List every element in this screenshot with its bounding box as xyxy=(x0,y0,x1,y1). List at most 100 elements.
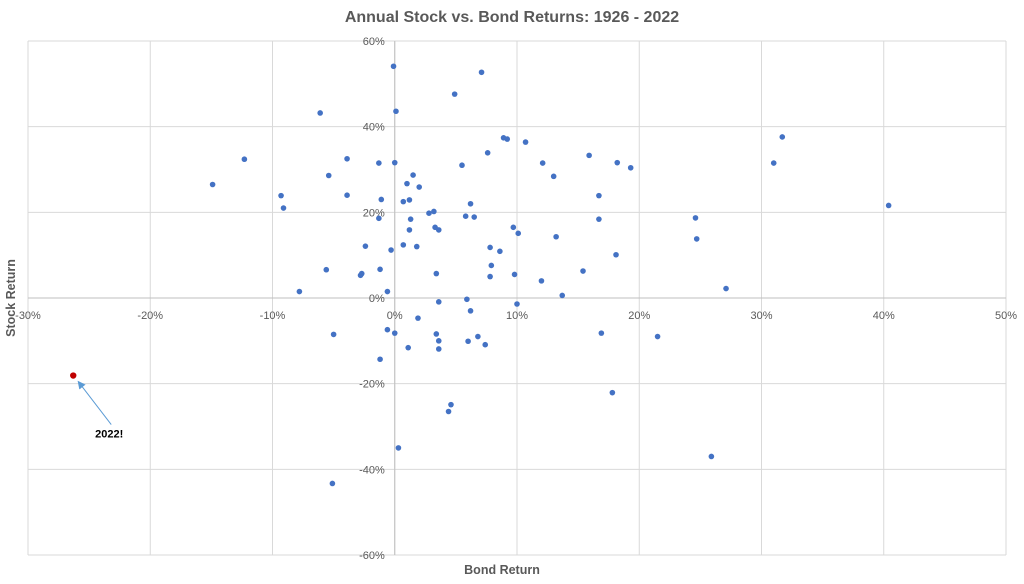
data-point xyxy=(779,134,786,140)
x-tick-label: 0% xyxy=(387,310,403,322)
data-point xyxy=(241,156,248,163)
axes xyxy=(28,41,1006,555)
data-point xyxy=(515,230,522,237)
data-point xyxy=(478,69,485,76)
data-point xyxy=(475,333,481,340)
data-point xyxy=(435,227,442,233)
data-point xyxy=(415,315,421,321)
data-point xyxy=(451,91,458,97)
data-point xyxy=(510,224,517,231)
data-point xyxy=(377,266,383,273)
data-point xyxy=(553,233,559,240)
data-point xyxy=(323,266,330,273)
data-point xyxy=(514,301,520,307)
x-tick-label: 20% xyxy=(628,310,650,322)
data-point xyxy=(627,164,634,171)
data-point xyxy=(692,215,699,221)
data-point xyxy=(377,356,383,363)
y-tick-label: -60% xyxy=(359,550,385,562)
data-point xyxy=(462,213,469,219)
data-point xyxy=(393,108,399,115)
data-point xyxy=(395,445,402,451)
data-point xyxy=(378,196,385,203)
data-point xyxy=(596,192,602,199)
data-point xyxy=(280,205,287,211)
data-point xyxy=(723,285,729,292)
x-tick-label: 50% xyxy=(995,310,1017,322)
chart-title: Annual Stock vs. Bond Returns: 1926 - 20… xyxy=(345,9,679,26)
data-point xyxy=(550,173,557,180)
data-point xyxy=(426,210,432,216)
data-point xyxy=(410,172,416,178)
data-point xyxy=(770,160,777,166)
data-point xyxy=(329,480,336,487)
data-point xyxy=(404,180,410,187)
data-point xyxy=(413,243,420,250)
data-point xyxy=(586,152,592,159)
x-tick-label: -30% xyxy=(15,310,41,322)
data-point xyxy=(435,299,442,305)
data-point xyxy=(435,346,442,352)
data-point xyxy=(708,453,715,460)
data-point xyxy=(344,155,350,162)
data-point xyxy=(405,344,411,351)
data-point xyxy=(388,247,394,253)
data-point xyxy=(278,192,284,199)
data-point xyxy=(487,273,493,280)
data-point xyxy=(471,214,478,220)
data-point xyxy=(613,251,619,258)
data-point xyxy=(539,160,546,166)
tick-labels: -30% -20% -10% 0% 10% 20% 30% 40% 50% -60% -40% -20… xyxy=(15,36,1017,562)
data-point xyxy=(467,308,474,314)
data-point xyxy=(497,248,503,255)
y-tick-label: -40% xyxy=(359,464,385,476)
data-point xyxy=(538,278,545,284)
data-point xyxy=(484,149,491,156)
y-tick-label: 40% xyxy=(363,122,385,134)
x-tick-label: 40% xyxy=(873,310,895,322)
data-point xyxy=(325,172,332,179)
x-tick-label: 30% xyxy=(750,310,772,322)
data-point xyxy=(209,181,216,188)
data-point xyxy=(488,262,495,269)
data-point xyxy=(596,216,602,222)
data-point xyxy=(464,296,470,303)
data-point xyxy=(487,244,493,251)
data-point xyxy=(384,326,391,333)
data-point xyxy=(511,271,518,278)
data-point xyxy=(465,338,471,345)
data-point xyxy=(435,338,442,344)
data-point xyxy=(433,270,440,277)
data-point xyxy=(400,242,407,248)
data-points xyxy=(70,63,892,487)
data-point xyxy=(609,389,616,396)
data-point xyxy=(433,331,440,337)
data-point xyxy=(390,63,397,70)
y-tick-label: 60% xyxy=(363,36,385,48)
annotation-label: 2022! xyxy=(95,429,123,441)
data-point xyxy=(522,139,529,145)
y-tick-label: 0% xyxy=(369,293,385,305)
data-point xyxy=(330,331,337,338)
data-point xyxy=(448,401,454,408)
data-point xyxy=(376,160,382,166)
data-point xyxy=(376,215,382,222)
x-tick-label: -10% xyxy=(260,310,286,322)
data-point xyxy=(459,162,465,169)
data-point xyxy=(654,333,661,340)
x-tick-label: 10% xyxy=(506,310,528,322)
x-tick-label: -20% xyxy=(137,310,163,322)
data-point xyxy=(391,330,398,336)
data-point xyxy=(400,198,407,205)
data-point xyxy=(344,192,350,198)
data-point xyxy=(445,408,452,415)
data-point xyxy=(407,216,414,222)
data-point xyxy=(391,159,398,166)
data-point xyxy=(482,341,489,348)
annotation-group: 2022! xyxy=(77,380,123,441)
annotation-arrow xyxy=(77,380,112,425)
data-point xyxy=(580,268,586,274)
data-point xyxy=(416,184,423,190)
data-point xyxy=(384,288,391,295)
